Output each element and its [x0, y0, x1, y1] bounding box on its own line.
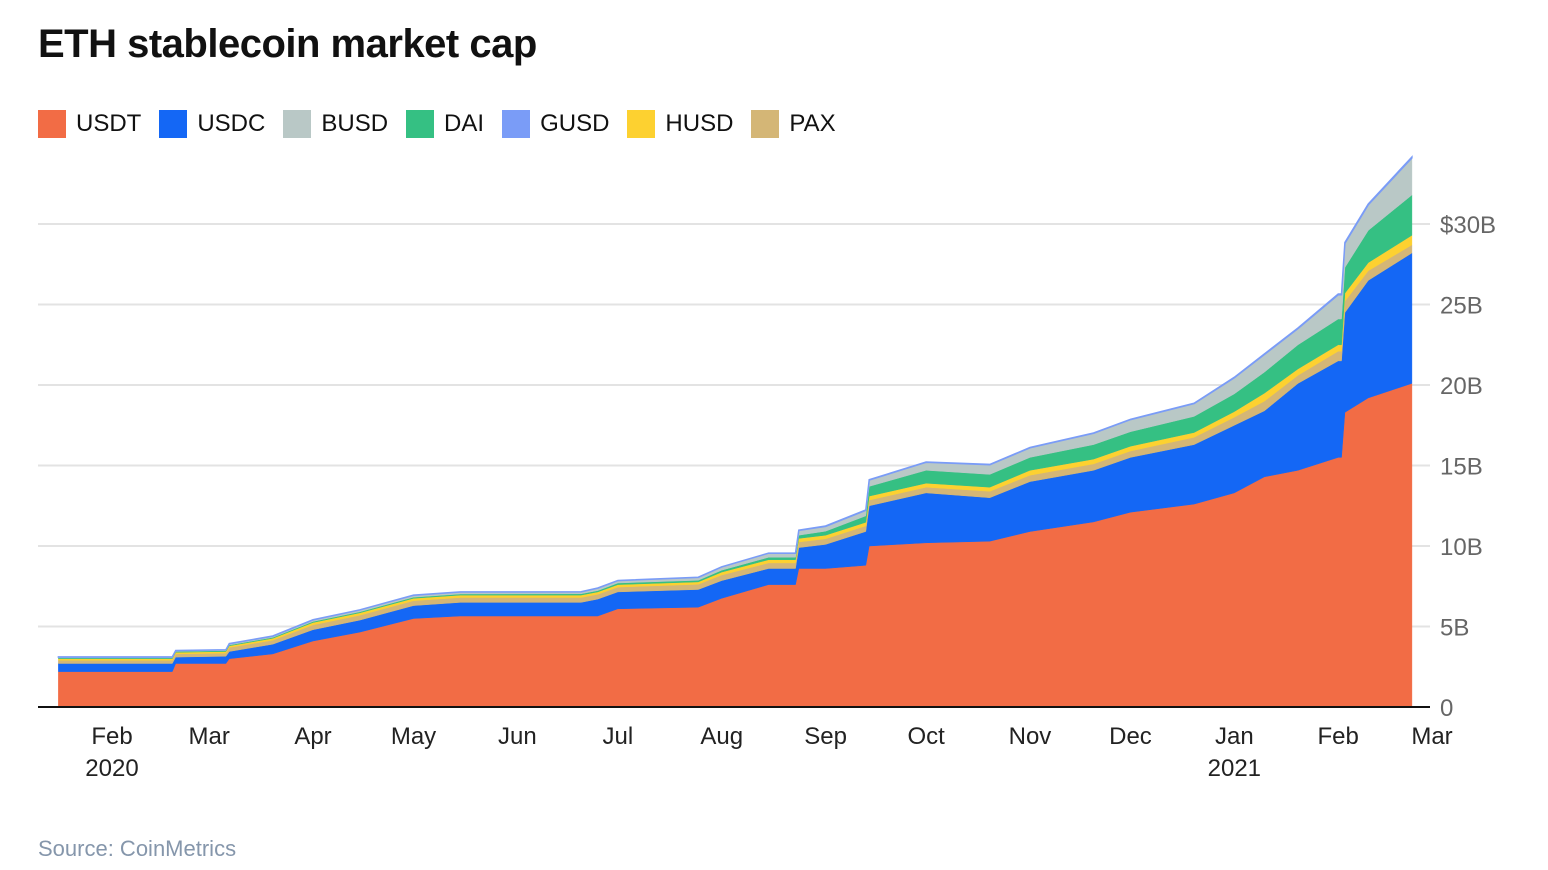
chart-title: ETH stablecoin market cap: [38, 22, 537, 66]
legend-label: BUSD: [321, 110, 389, 137]
x-tick-label: Jun: [498, 723, 537, 750]
legend-item-gusd: GUSD: [502, 110, 609, 138]
legend-swatch: [751, 110, 780, 138]
y-tick-label: 10B: [1440, 534, 1483, 561]
x-tick-label: Jul: [603, 723, 634, 750]
legend-swatch: [502, 110, 531, 138]
x-tick-label: Feb: [91, 723, 132, 750]
y-tick-label: 5B: [1440, 615, 1469, 642]
area-gusd: [57, 155, 1413, 658]
legend-item-usdc: USDC: [159, 110, 265, 138]
legend-label: USDT: [76, 110, 142, 137]
x-tick-year: 2021: [1208, 755, 1261, 782]
y-tick-label: $30B: [1440, 212, 1496, 239]
legend-swatch: [406, 110, 435, 138]
legend-item-pax: PAX: [751, 110, 836, 138]
x-tick-label: Mar: [188, 723, 229, 750]
axes: 0 5B 10B 15B 20B 25B $30B Feb 2020 Mar Apr May Jun Ju…: [38, 212, 1496, 782]
x-tick-label: Nov: [1009, 723, 1052, 750]
legend-label: PAX: [789, 110, 836, 137]
legend-item-husd: HUSD: [627, 110, 733, 138]
legend-item-usdt: USDT: [38, 110, 141, 138]
legend-item-busd: BUSD: [283, 110, 388, 138]
area-layers: [57, 155, 1413, 708]
x-tick-label: Sep: [804, 723, 847, 750]
y-tick-label: 20B: [1440, 373, 1483, 400]
y-tick-label: 25B: [1440, 293, 1483, 320]
legend-label: HUSD: [665, 110, 734, 137]
legend-swatch: [627, 110, 656, 138]
x-tick-label: Aug: [700, 723, 743, 750]
x-tick-label: Dec: [1109, 723, 1152, 750]
legend-label: GUSD: [540, 110, 610, 137]
legend-swatch: [38, 110, 66, 138]
x-tick-label: Apr: [294, 723, 331, 750]
x-tick-label: Mar: [1411, 723, 1452, 750]
x-tick-label: Feb: [1318, 723, 1359, 750]
y-tick-label: 15B: [1440, 454, 1483, 481]
legend-label: USDC: [197, 110, 266, 137]
legend-swatch: [159, 110, 188, 138]
x-tick-label: Oct: [907, 723, 945, 750]
x-tick-label: May: [391, 723, 436, 750]
source-note: Source: CoinMetrics: [38, 836, 237, 861]
x-tick-year: 2020: [85, 755, 138, 782]
legend-label: DAI: [444, 110, 485, 137]
legend-item-dai: DAI: [406, 110, 484, 138]
y-tick-label: 0: [1440, 695, 1453, 722]
x-tick-label: Jan: [1215, 723, 1254, 750]
legend: USDT USDC BUSD DAI GUSD HUSD PAX: [38, 110, 836, 138]
legend-swatch: [283, 110, 312, 138]
